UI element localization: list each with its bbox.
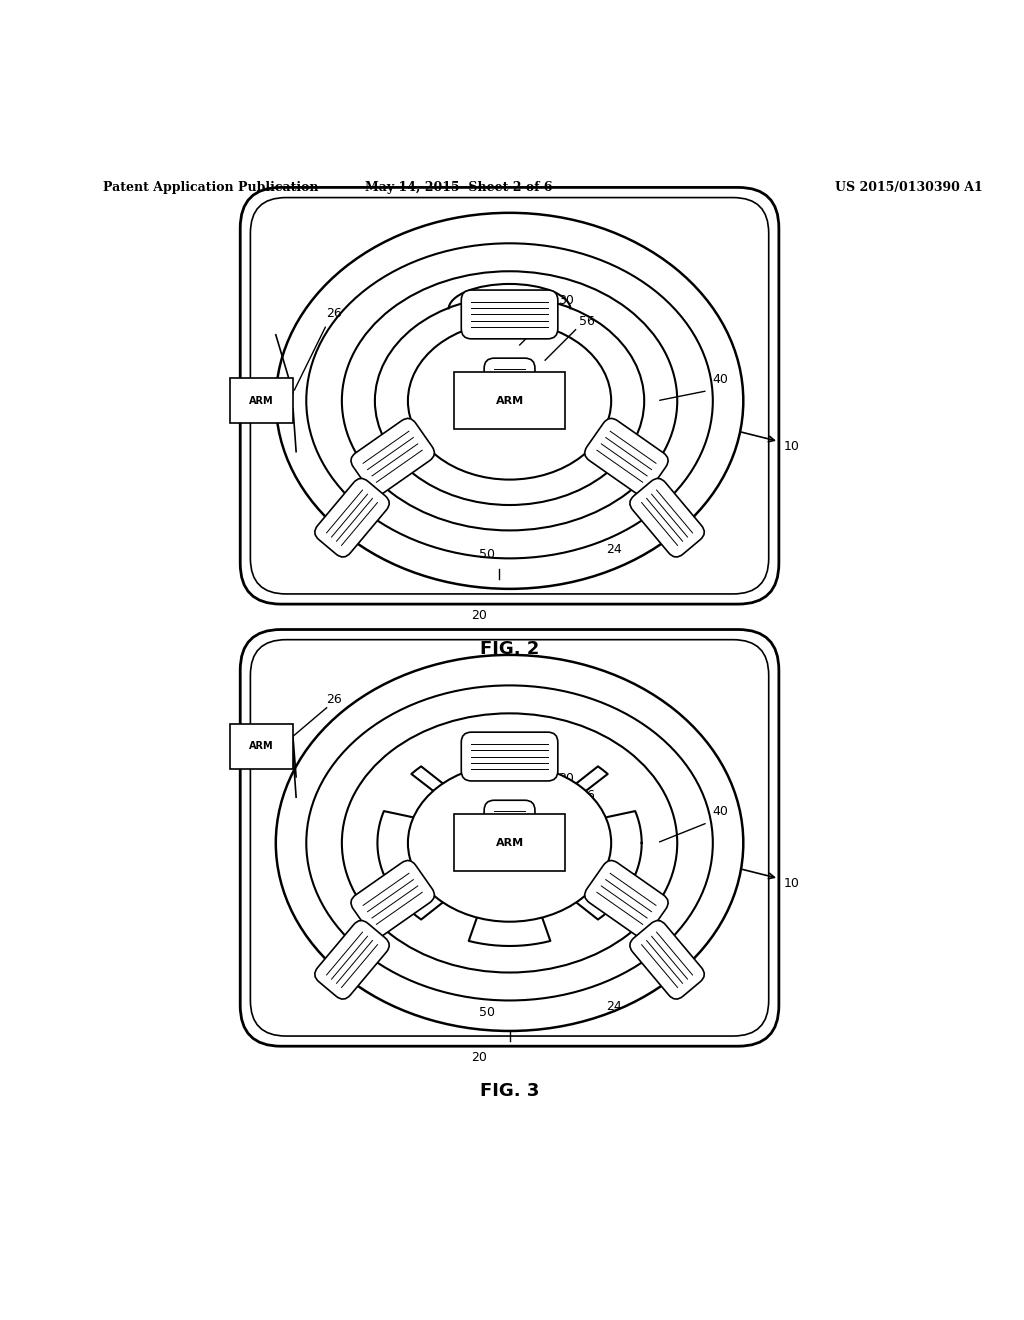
Text: ARM: ARM — [496, 838, 523, 847]
FancyBboxPatch shape — [484, 800, 535, 841]
FancyBboxPatch shape — [351, 418, 434, 495]
Ellipse shape — [342, 713, 677, 973]
Ellipse shape — [342, 271, 677, 531]
Polygon shape — [378, 741, 642, 946]
Text: ARM: ARM — [496, 396, 523, 405]
FancyBboxPatch shape — [585, 861, 669, 937]
Ellipse shape — [375, 297, 644, 506]
Text: ARM: ARM — [249, 742, 273, 751]
FancyBboxPatch shape — [630, 478, 705, 557]
Text: 26: 26 — [327, 306, 342, 319]
FancyBboxPatch shape — [484, 358, 535, 399]
Text: 20: 20 — [471, 1051, 487, 1064]
FancyBboxPatch shape — [461, 290, 558, 339]
Text: 26: 26 — [327, 693, 342, 706]
Ellipse shape — [306, 243, 713, 558]
Text: 10: 10 — [784, 876, 800, 890]
Text: 40: 40 — [713, 804, 729, 817]
Ellipse shape — [408, 764, 611, 921]
Text: ARM: ARM — [249, 396, 273, 405]
FancyBboxPatch shape — [454, 814, 565, 871]
FancyBboxPatch shape — [461, 733, 558, 781]
FancyBboxPatch shape — [230, 725, 293, 768]
Ellipse shape — [408, 322, 611, 479]
Text: Patent Application Publication: Patent Application Publication — [103, 181, 318, 194]
Text: FIG. 3: FIG. 3 — [480, 1082, 540, 1100]
Text: FIG. 2: FIG. 2 — [480, 640, 540, 657]
FancyBboxPatch shape — [630, 920, 705, 999]
Ellipse shape — [306, 685, 713, 1001]
Text: US 2015/0130390 A1: US 2015/0130390 A1 — [835, 181, 982, 194]
FancyBboxPatch shape — [314, 478, 389, 557]
FancyBboxPatch shape — [351, 861, 434, 937]
Text: May 14, 2015  Sheet 2 of 6: May 14, 2015 Sheet 2 of 6 — [365, 181, 553, 194]
Text: 50: 50 — [479, 1006, 495, 1019]
Text: 40: 40 — [713, 372, 729, 385]
Text: 30: 30 — [558, 294, 574, 308]
FancyBboxPatch shape — [585, 418, 669, 495]
Text: 56: 56 — [579, 789, 595, 803]
Text: 10: 10 — [784, 440, 800, 453]
FancyBboxPatch shape — [230, 379, 293, 424]
Text: 30: 30 — [558, 772, 574, 785]
Text: 20: 20 — [471, 610, 487, 622]
Text: 50: 50 — [479, 548, 495, 561]
Text: 24: 24 — [606, 543, 622, 556]
Text: 56: 56 — [579, 314, 595, 327]
FancyBboxPatch shape — [314, 920, 389, 999]
Text: 24: 24 — [606, 1001, 622, 1014]
FancyBboxPatch shape — [454, 372, 565, 429]
